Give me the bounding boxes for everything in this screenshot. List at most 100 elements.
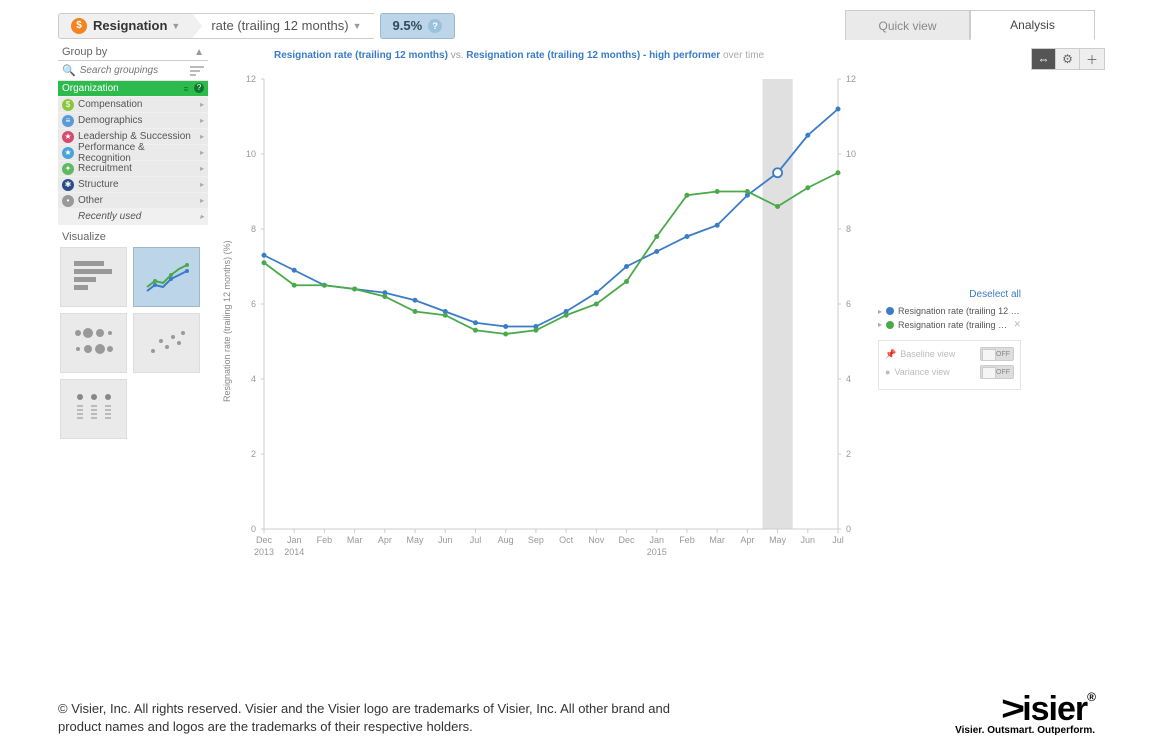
remove-series-icon[interactable]: ✕ [1013,319,1021,330]
viz-scatter[interactable] [133,313,200,373]
resignation-icon: $ [71,18,87,34]
svg-text:Jun: Jun [438,535,453,545]
legend-panel: Deselect all ▸Resignation rate (trailing… [866,69,1021,574]
chevron-right-icon: ▸ [878,307,882,316]
footer-tagline: Visier. Outsmart. Outperform. [955,725,1095,736]
group-by-label: Group by [62,46,107,58]
tab-analysis[interactable]: Analysis [970,10,1095,40]
group-by-header[interactable]: Group by ▲ [58,44,208,61]
svg-text:Dec: Dec [256,535,273,545]
chart-over-time-label: over time [723,50,764,61]
svg-text:May: May [407,535,425,545]
category-icon: ✦ [62,163,74,175]
viz-line[interactable] [133,247,200,307]
search-input[interactable] [80,65,180,76]
footer-logo: >isier® Visier. Outsmart. Outperform. [955,690,1095,736]
svg-text:Nov: Nov [588,535,605,545]
group-item-label: Organization [62,83,119,94]
svg-text:Dec: Dec [619,535,636,545]
svg-text:4: 4 [251,374,256,384]
chevron-down-icon: ▼ [171,21,180,31]
settings-button[interactable]: ⚙ [1056,49,1080,69]
collapse-up-icon[interactable]: ▲ [194,47,204,58]
sort-icon[interactable] [190,66,204,76]
footer: © Visier, Inc. All rights reserved. Visi… [58,690,1095,736]
svg-text:Jan: Jan [649,535,664,545]
group-item-recently-used[interactable]: Recently used▸ [58,209,208,225]
viz-bar[interactable] [60,247,127,307]
breadcrumb-value-text: 9.5% [393,18,423,33]
help-icon[interactable]: ? [428,19,442,33]
group-item-label: Performance & Recognition [78,142,196,164]
category-icon: ≡ [62,115,74,127]
svg-text:10: 10 [246,149,256,159]
category-icon: ★ [62,131,74,143]
fit-width-button[interactable]: ⇔ [1032,49,1056,69]
line-chart[interactable]: 002244668810101212Dec2013Jan2014FebMarAp… [236,69,866,574]
svg-text:Jul: Jul [470,535,482,545]
svg-text:Mar: Mar [347,535,363,545]
svg-text:8: 8 [846,224,851,234]
group-item-performance-recognition[interactable]: ★Performance & Recognition▸ [58,145,208,161]
info-icon: ? [194,83,204,93]
chevron-right-icon: ▸ [200,180,204,189]
group-item-label: Leadership & Succession [78,131,191,142]
chevron-right-icon: ▸ [200,164,204,173]
svg-text:Mar: Mar [709,535,725,545]
svg-text:12: 12 [846,74,856,84]
svg-text:6: 6 [251,299,256,309]
group-item-compensation[interactable]: $Compensation▸ [58,97,208,113]
chart-title: Resignation rate (trailing 12 months) vs… [218,44,1095,69]
chart-toolbar: ⇔ ⚙ ＋ [1031,48,1105,70]
breadcrumb-metric[interactable]: rate (trailing 12 months) ▼ [193,13,373,39]
svg-text:12: 12 [246,74,256,84]
group-list: Organization ≡? $Compensation▸ ≡ Demographic… [58,81,208,225]
search-groupings: 🔍 [58,61,208,81]
baseline-toggle[interactable]: OFF [980,347,1014,361]
viz-bubble[interactable] [60,313,127,373]
legend-item[interactable]: ▸Resignation rate (trailing 12 … [878,306,1021,316]
svg-text:8: 8 [251,224,256,234]
svg-text:Jun: Jun [801,535,816,545]
svg-text:6: 6 [846,299,851,309]
tab-quick-view[interactable]: Quick view [845,10,970,40]
chart-series1-label[interactable]: Resignation rate (trailing 12 months) [274,50,448,61]
chart-area: Resignation rate (trailing 12 months) vs… [208,44,1095,754]
group-item-organization[interactable]: Organization ≡? [58,81,208,97]
breadcrumb-main[interactable]: $ Resignation ▼ [58,13,193,39]
add-button[interactable]: ＋ [1080,49,1104,69]
search-icon: 🔍 [62,64,76,77]
legend-label: Resignation rate (trailing … [898,320,1007,330]
group-item-structure[interactable]: ✱Structure▸ [58,177,208,193]
chevron-right-icon: ▸ [878,320,882,329]
chevron-right-icon: ▸ [200,132,204,141]
y-axis-label: Resignation rate (trailing 12 months) (%… [218,69,236,574]
variance-toggle[interactable]: OFF [980,365,1014,379]
group-item-demographics[interactable]: ≡ Demographics ▸ [58,113,208,129]
group-item-label: Other [78,195,103,206]
viz-table[interactable] [60,379,127,439]
chevron-right-icon: ▸ [200,116,204,125]
svg-text:Oct: Oct [559,535,574,545]
baseline-view-row: 📌 Baseline view OFF [885,347,1014,361]
svg-text:May: May [769,535,787,545]
legend-color-dot [886,321,894,329]
list-icon: ≡ [180,83,192,95]
group-item-other[interactable]: •Other▸ [58,193,208,209]
svg-text:Jul: Jul [832,535,844,545]
chart-series2-label[interactable]: Resignation rate (trailing 12 months) - … [466,50,720,61]
breadcrumb-value[interactable]: 9.5% ? [380,13,456,39]
svg-text:2014: 2014 [284,547,304,557]
svg-text:Apr: Apr [740,535,754,545]
variance-view-row: ● Variance view OFF [885,365,1014,379]
group-item-label: Demographics [78,115,142,126]
variance-view-label: Variance view [894,367,949,377]
svg-text:2015: 2015 [647,547,667,557]
category-icon: ✱ [62,179,74,191]
chart-vs-label: vs. [451,50,464,61]
svg-text:0: 0 [251,524,256,534]
deselect-all-link[interactable]: Deselect all [878,289,1021,300]
legend-item[interactable]: ▸ Resignation rate (trailing … ✕ [878,319,1021,330]
svg-text:Jan: Jan [287,535,302,545]
category-icon: • [62,195,74,207]
